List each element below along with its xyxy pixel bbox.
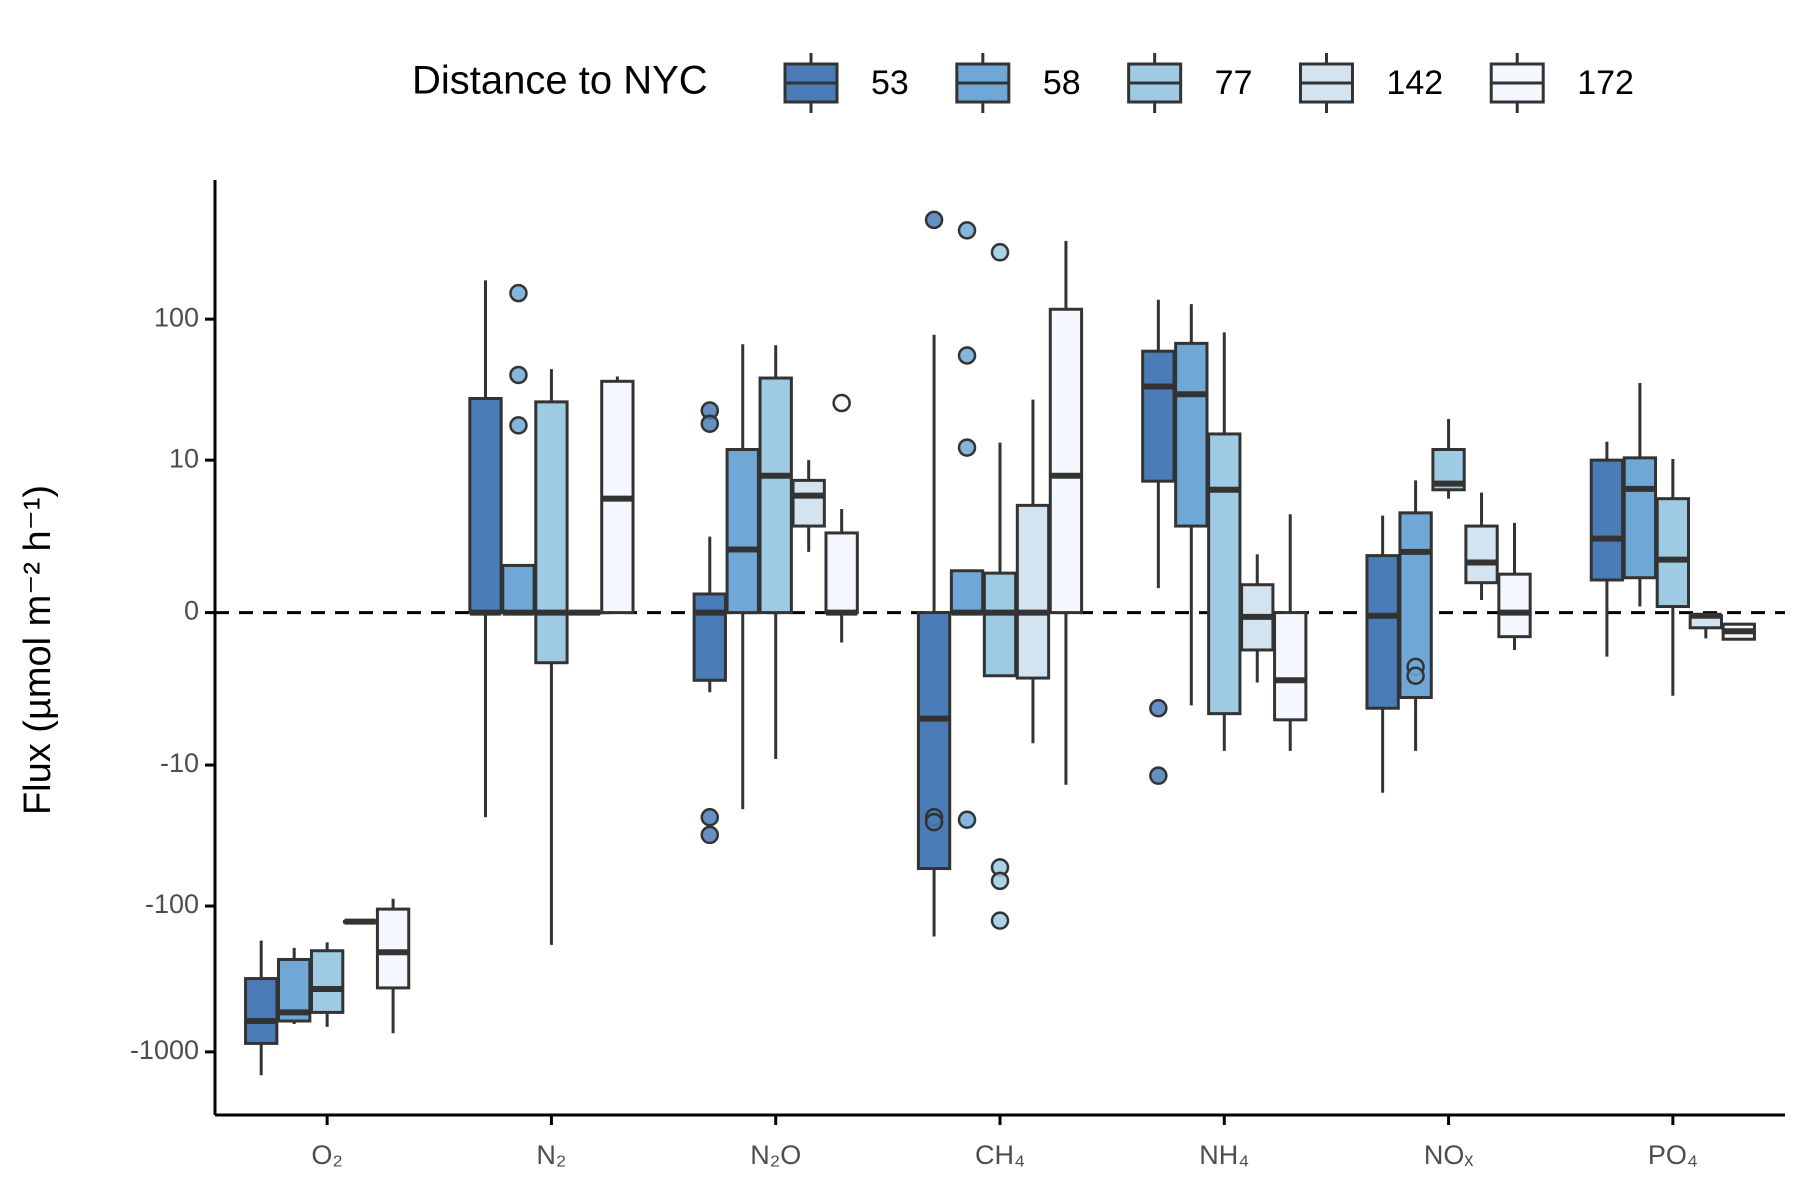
box <box>949 569 985 615</box>
box <box>468 396 503 615</box>
outlier <box>1149 766 1168 785</box>
box <box>1365 554 1400 710</box>
box <box>244 977 279 1045</box>
x-tick-label: NOₓ <box>1424 1140 1474 1170</box>
box <box>1048 307 1084 615</box>
x-tick-label: N₂ <box>536 1140 566 1170</box>
box <box>1497 572 1532 639</box>
y-tick-label: 100 <box>154 302 199 332</box>
box <box>725 448 760 615</box>
outlier <box>700 808 720 827</box>
box <box>375 907 411 990</box>
box <box>692 592 727 682</box>
outlier <box>990 243 1010 262</box>
x-tick-label: CH₄ <box>975 1140 1025 1170</box>
outlier <box>1406 666 1425 686</box>
y-tick-label: -10 <box>160 748 199 778</box>
box <box>1141 349 1176 483</box>
outlier <box>957 346 977 365</box>
legend-label: 77 <box>1215 64 1253 102</box>
legend-label: 58 <box>1043 64 1081 102</box>
box <box>1207 432 1242 716</box>
x-tick-label: PO₄ <box>1648 1140 1698 1170</box>
legend-label: 142 <box>1386 64 1443 102</box>
box <box>1174 341 1209 528</box>
box <box>534 400 569 665</box>
outlier <box>957 221 977 240</box>
outlier <box>990 911 1010 930</box>
outlier <box>1149 698 1168 718</box>
box <box>982 571 1018 678</box>
outlier <box>957 438 977 457</box>
box <box>1622 456 1658 580</box>
legend-label: 172 <box>1577 64 1634 102</box>
box <box>1273 611 1308 722</box>
box <box>1589 458 1625 582</box>
outlier <box>700 825 720 845</box>
outlier <box>957 810 977 830</box>
box <box>1464 524 1499 585</box>
outlier <box>924 812 944 832</box>
box <box>1015 503 1051 680</box>
outlier <box>509 283 528 303</box>
y-tick-label: 0 <box>184 596 199 626</box>
x-tick-label: NH₄ <box>1199 1140 1249 1170</box>
x-tick-label: O₂ <box>311 1140 342 1170</box>
outlier <box>924 210 944 230</box>
y-axis-label: Flux (µmol m⁻² h⁻¹) <box>17 485 59 815</box>
box <box>309 949 345 1014</box>
outlier <box>990 871 1010 891</box>
box <box>758 376 793 615</box>
legend-label: 53 <box>871 64 909 102</box>
legend-title: Distance to NYC <box>412 59 708 103</box>
y-tick-label: -100 <box>145 889 199 919</box>
box <box>791 478 826 528</box>
x-tick-label: N₂O <box>750 1140 801 1170</box>
y-tick-label: -1000 <box>130 1035 199 1065</box>
box <box>1655 497 1691 609</box>
outlier <box>509 416 528 435</box>
outlier <box>832 393 851 413</box>
box <box>824 531 859 615</box>
outlier <box>700 414 720 433</box>
y-tick-label: 10 <box>169 443 199 473</box>
outlier <box>509 365 528 385</box>
box <box>501 563 536 615</box>
